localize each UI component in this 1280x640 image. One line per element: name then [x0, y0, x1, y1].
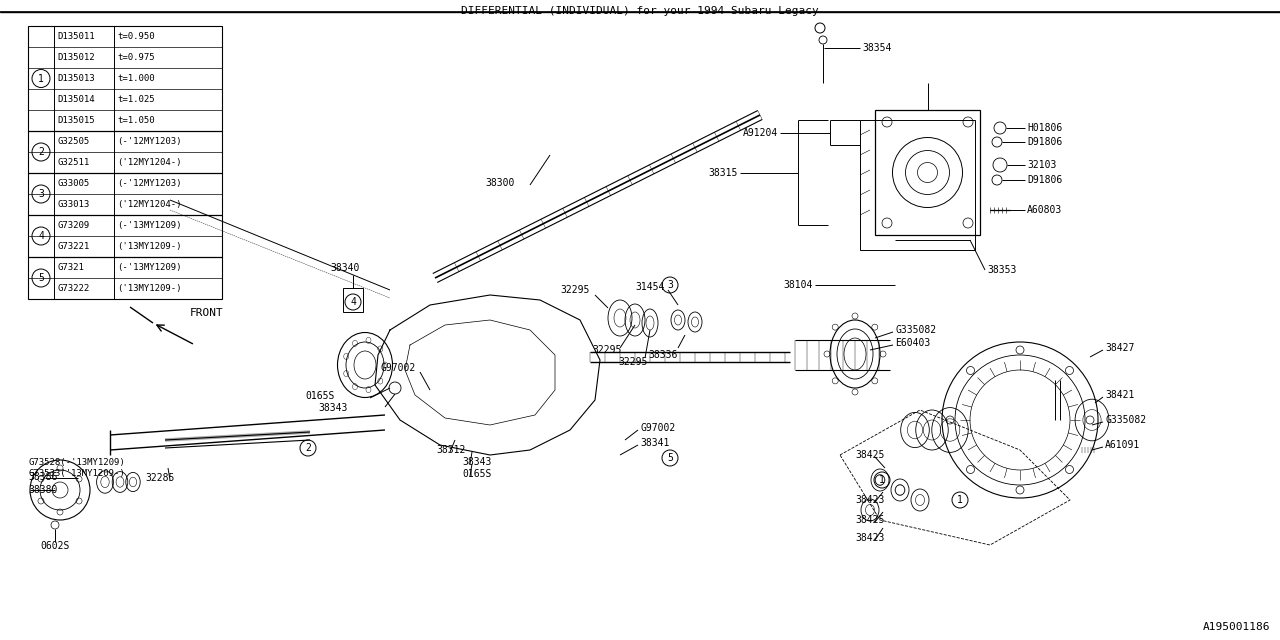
Text: 4: 4 [349, 297, 356, 307]
Text: 1: 1 [957, 495, 963, 505]
Text: t=0.975: t=0.975 [116, 53, 155, 62]
Text: G73209: G73209 [58, 221, 90, 230]
Text: 38423: 38423 [855, 495, 884, 505]
Text: ('13MY1209-): ('13MY1209-) [116, 242, 182, 251]
Text: G335082: G335082 [1105, 415, 1146, 425]
Text: G335082: G335082 [895, 325, 936, 335]
Bar [876, 110, 980, 235]
Text: ('13MY1209-): ('13MY1209-) [116, 284, 182, 293]
Text: t=1.000: t=1.000 [116, 74, 155, 83]
Text: 38300: 38300 [485, 178, 515, 188]
Text: G32511: G32511 [58, 158, 90, 167]
Text: 1: 1 [38, 74, 44, 83]
Text: ('12MY1204-): ('12MY1204-) [116, 200, 182, 209]
Text: G73533('13MY1209-): G73533('13MY1209-) [28, 468, 124, 477]
Text: 38343: 38343 [317, 403, 347, 413]
Text: (-'12MY1203): (-'12MY1203) [116, 179, 182, 188]
Text: 5: 5 [667, 453, 673, 463]
Text: 38425: 38425 [855, 450, 884, 460]
Text: t=0.950: t=0.950 [116, 32, 155, 41]
Text: G32505: G32505 [58, 137, 90, 146]
Text: D135015: D135015 [58, 116, 95, 125]
Text: G73221: G73221 [58, 242, 90, 251]
Text: 0602S: 0602S [40, 541, 69, 551]
Text: D135014: D135014 [58, 95, 95, 104]
Text: D91806: D91806 [1027, 137, 1062, 147]
Text: 1: 1 [879, 475, 884, 485]
Text: D135013: D135013 [58, 74, 95, 83]
Text: E60403: E60403 [895, 338, 931, 348]
Text: (-'12MY1203): (-'12MY1203) [116, 137, 182, 146]
Text: t=1.050: t=1.050 [116, 116, 155, 125]
Text: 38104: 38104 [783, 280, 813, 290]
Text: D135012: D135012 [58, 53, 95, 62]
Text: 2: 2 [305, 443, 311, 453]
Text: 38423: 38423 [855, 533, 884, 543]
Bar [28, 26, 221, 299]
Text: 38425: 38425 [855, 515, 884, 525]
Text: A60803: A60803 [1027, 205, 1062, 215]
Text: 38336: 38336 [648, 350, 677, 360]
Text: (-'13MY1209): (-'13MY1209) [116, 263, 182, 272]
Text: G73222: G73222 [58, 284, 90, 293]
Text: A195001186: A195001186 [1202, 622, 1270, 632]
Text: G33013: G33013 [58, 200, 90, 209]
Text: DIFFERENTIAL (INDIVIDUAL) for your 1994 Subaru Legacy: DIFFERENTIAL (INDIVIDUAL) for your 1994 … [461, 6, 819, 16]
Text: 38341: 38341 [640, 438, 669, 448]
Text: 32285: 32285 [145, 473, 174, 483]
Text: 0165S: 0165S [462, 469, 492, 479]
Text: 38427: 38427 [1105, 343, 1134, 353]
Text: 38386: 38386 [28, 472, 58, 482]
Text: (-'13MY1209): (-'13MY1209) [116, 221, 182, 230]
Text: 3: 3 [38, 189, 44, 199]
Text: D91806: D91806 [1027, 175, 1062, 185]
Bar [860, 120, 975, 250]
Text: A61091: A61091 [1105, 440, 1140, 450]
Text: 38312: 38312 [436, 445, 466, 455]
Text: G33005: G33005 [58, 179, 90, 188]
Text: G7321: G7321 [58, 263, 84, 272]
Text: 32295: 32295 [593, 345, 621, 355]
Text: H01806: H01806 [1027, 123, 1062, 133]
Text: 32103: 32103 [1027, 160, 1056, 170]
Text: D135011: D135011 [58, 32, 95, 41]
Text: 2: 2 [38, 147, 44, 157]
Text: 38315: 38315 [709, 168, 739, 177]
Text: 38421: 38421 [1105, 390, 1134, 400]
Text: 38340: 38340 [330, 263, 360, 273]
Text: A91204: A91204 [742, 127, 778, 138]
Text: 32295: 32295 [561, 285, 589, 295]
Text: 0165S: 0165S [305, 391, 334, 401]
Text: FRONT: FRONT [189, 308, 224, 318]
Text: 38353: 38353 [987, 265, 1016, 275]
Bar [343, 288, 364, 312]
Text: 3: 3 [667, 280, 673, 290]
Text: 38354: 38354 [861, 43, 891, 53]
Text: G97002: G97002 [640, 423, 676, 433]
Text: 5: 5 [38, 273, 44, 283]
Text: 31454: 31454 [635, 282, 664, 292]
Text: ('12MY1204-): ('12MY1204-) [116, 158, 182, 167]
Text: 38343: 38343 [462, 457, 492, 467]
Text: 4: 4 [38, 231, 44, 241]
Text: t=1.025: t=1.025 [116, 95, 155, 104]
Text: G73528(-'13MY1209): G73528(-'13MY1209) [28, 458, 124, 467]
Text: G97002: G97002 [380, 363, 415, 373]
Text: 38380: 38380 [28, 485, 58, 495]
Text: 32295: 32295 [618, 357, 648, 367]
